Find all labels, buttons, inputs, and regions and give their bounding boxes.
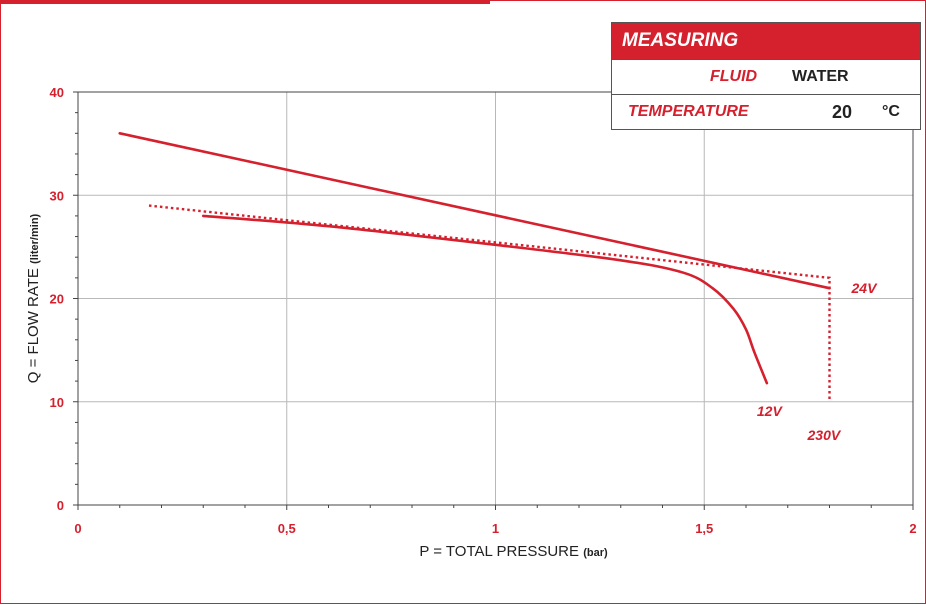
series-label-12v: 12V	[757, 403, 784, 419]
x-tick-label: 1,5	[695, 521, 713, 536]
series-line-12v	[201, 214, 769, 385]
temperature-row: TEMPERATURE 20 °C	[612, 94, 920, 129]
y-tick-label: 0	[57, 498, 64, 513]
measuring-info-box: MEASURING FLUID WATER TEMPERATURE 20 °C	[611, 22, 921, 130]
series-label-230v: 230V	[807, 427, 842, 443]
fluid-row: FLUID WATER	[612, 59, 920, 94]
y-tick-label: 10	[50, 395, 64, 410]
temperature-unit: °C	[882, 103, 900, 120]
x-axis-title: P = TOTAL PRESSURE (bar)	[419, 543, 608, 560]
y-axis-unit: (liter/min)	[29, 213, 41, 263]
top-border-line	[490, 0, 926, 1]
temperature-label: TEMPERATURE	[628, 103, 749, 120]
top-accent-bar	[0, 0, 490, 4]
fluid-label: FLUID	[710, 68, 758, 85]
x-tick-label: 0	[74, 521, 81, 536]
y-axis-title: Q = FLOW RATE (liter/min)	[25, 213, 42, 383]
y-tick-label: 40	[50, 85, 64, 100]
x-tick-label: 2	[909, 521, 916, 536]
measuring-title: MEASURING	[612, 23, 920, 59]
y-tick-label: 20	[50, 292, 64, 307]
x-tick-label: 1	[492, 521, 499, 536]
series-label-24v: 24V	[851, 280, 879, 296]
series-line-230v	[148, 204, 831, 402]
x-axis-unit: (bar)	[583, 547, 608, 559]
temperature-value: 20	[832, 102, 853, 122]
fluid-value: WATER	[792, 68, 849, 85]
y-tick-label: 30	[50, 188, 64, 203]
series-line-24v	[118, 132, 831, 290]
x-tick-label: 0,5	[278, 521, 296, 536]
